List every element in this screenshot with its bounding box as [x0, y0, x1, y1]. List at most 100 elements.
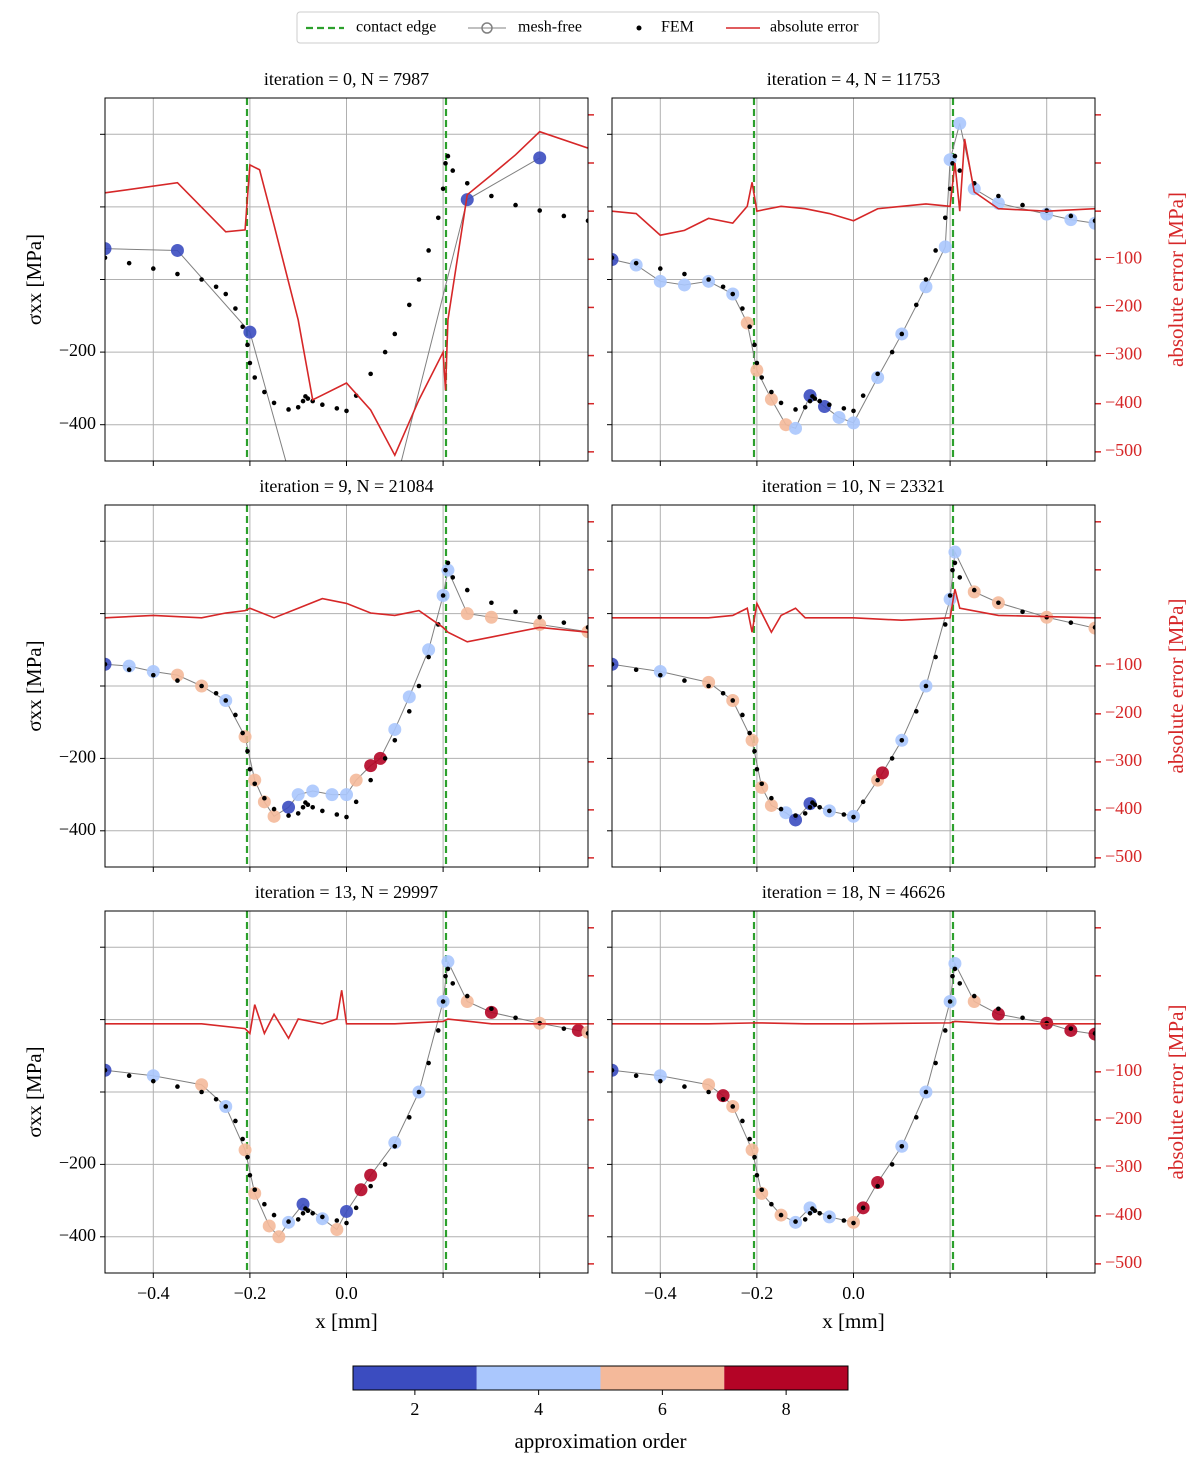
legend-swatch	[481, 22, 493, 34]
fem-point	[223, 1104, 229, 1109]
mesh-free-point	[257, 795, 271, 809]
fem-point	[720, 1096, 726, 1102]
fem-point	[752, 1154, 757, 1160]
mesh-free-point	[581, 1025, 588, 1039]
mesh-free-point	[282, 800, 296, 814]
fem-point	[440, 999, 446, 1004]
fem-point	[793, 813, 798, 818]
fem-point	[971, 993, 977, 999]
fem-point	[971, 587, 977, 593]
fem-point	[817, 398, 822, 404]
mesh-free-point	[764, 798, 778, 812]
fem-point	[585, 1031, 588, 1036]
fem-point	[933, 654, 938, 660]
fem-point	[295, 1217, 301, 1222]
y-axis-label: σxx [MPa]	[22, 1046, 46, 1137]
fem-point	[310, 1210, 315, 1216]
fem-point	[889, 756, 895, 761]
fem-point	[305, 1208, 311, 1214]
y-tick-label: −200	[59, 340, 96, 360]
error-line	[612, 1020, 1095, 1025]
fem-point	[952, 560, 958, 566]
fem-point	[406, 709, 412, 714]
colorbar-segment	[476, 1366, 601, 1390]
mesh-free-point	[373, 751, 387, 765]
fem-point	[996, 193, 1001, 199]
fem-point	[440, 186, 446, 192]
fem-point	[730, 698, 736, 703]
fem-point	[175, 271, 180, 277]
fem-point	[223, 698, 229, 703]
x-tick-label: −0.2	[741, 1283, 774, 1303]
fem-point	[240, 324, 245, 329]
mesh-free-point	[105, 242, 112, 256]
x-tick-label: −0.2	[234, 1283, 267, 1303]
mesh-free-point	[755, 1186, 769, 1200]
mesh-free-point	[789, 421, 803, 435]
fem-point	[151, 1078, 156, 1084]
fem-point	[851, 814, 856, 820]
fem-point	[151, 266, 156, 271]
fem-point	[450, 981, 456, 986]
plot-area	[612, 505, 1095, 867]
mesh-free-point	[716, 1089, 730, 1103]
mesh-free-point	[948, 956, 962, 970]
fem-point	[841, 406, 847, 411]
y2-axis-label: absolute error [MPa]	[1164, 599, 1188, 774]
mesh-free-point	[938, 240, 952, 254]
mesh-free-point	[441, 955, 455, 969]
error-line	[105, 990, 588, 1040]
fem-point	[247, 766, 253, 772]
mesh-free-point	[871, 1176, 885, 1189]
fem-point	[793, 1219, 798, 1224]
mesh-free-point	[764, 392, 778, 406]
fem-point	[778, 806, 784, 812]
fem-point	[368, 777, 373, 783]
error-line	[105, 597, 588, 643]
fem-point	[353, 1205, 359, 1211]
fem-point	[706, 277, 711, 282]
axes-frame	[104, 504, 589, 868]
fem-point	[368, 1183, 373, 1189]
fem-point	[952, 153, 958, 159]
fem-point	[382, 1162, 388, 1167]
fem-point	[245, 748, 250, 754]
fem-point	[561, 213, 567, 219]
fem-point	[440, 593, 446, 598]
fem-point	[740, 306, 745, 311]
y2-tick-label: −400	[1105, 1204, 1142, 1224]
fem-point	[740, 1118, 745, 1124]
fem-point	[450, 575, 456, 580]
mesh-free-point	[702, 1078, 716, 1092]
fem-point	[996, 600, 1001, 606]
mesh-free-point	[364, 759, 378, 773]
fem-point	[426, 654, 431, 660]
fem-point	[1092, 218, 1095, 223]
fem-point	[199, 683, 204, 689]
fem-point	[175, 1084, 180, 1089]
mesh-free-point	[953, 116, 967, 130]
fem-point	[561, 1026, 567, 1031]
y-tick-label: −400	[59, 819, 96, 839]
fem-point	[1068, 620, 1074, 625]
y-tick-label: −400	[59, 413, 96, 433]
mesh-free-point	[402, 690, 416, 704]
y2-axis-label: absolute error [MPa]	[1164, 192, 1188, 367]
fem-point	[752, 748, 757, 754]
mesh-free-point	[195, 1078, 209, 1092]
fem-point	[913, 709, 919, 714]
fem-point	[126, 260, 132, 266]
colorbar-tick-label: 8	[782, 1399, 791, 1419]
fem-point	[426, 1060, 431, 1066]
fem-point	[860, 393, 866, 398]
fem-point	[233, 712, 238, 718]
y2-axis-label: absolute error [MPa]	[1164, 1005, 1188, 1180]
legend-swatch	[636, 25, 642, 31]
fem-point	[875, 371, 880, 377]
fem-point	[223, 291, 229, 297]
fem-point	[812, 802, 818, 808]
mesh-free-point	[364, 1168, 378, 1182]
fem-point	[740, 712, 745, 718]
fem-point	[199, 1089, 204, 1095]
mesh-free-point	[238, 730, 252, 744]
